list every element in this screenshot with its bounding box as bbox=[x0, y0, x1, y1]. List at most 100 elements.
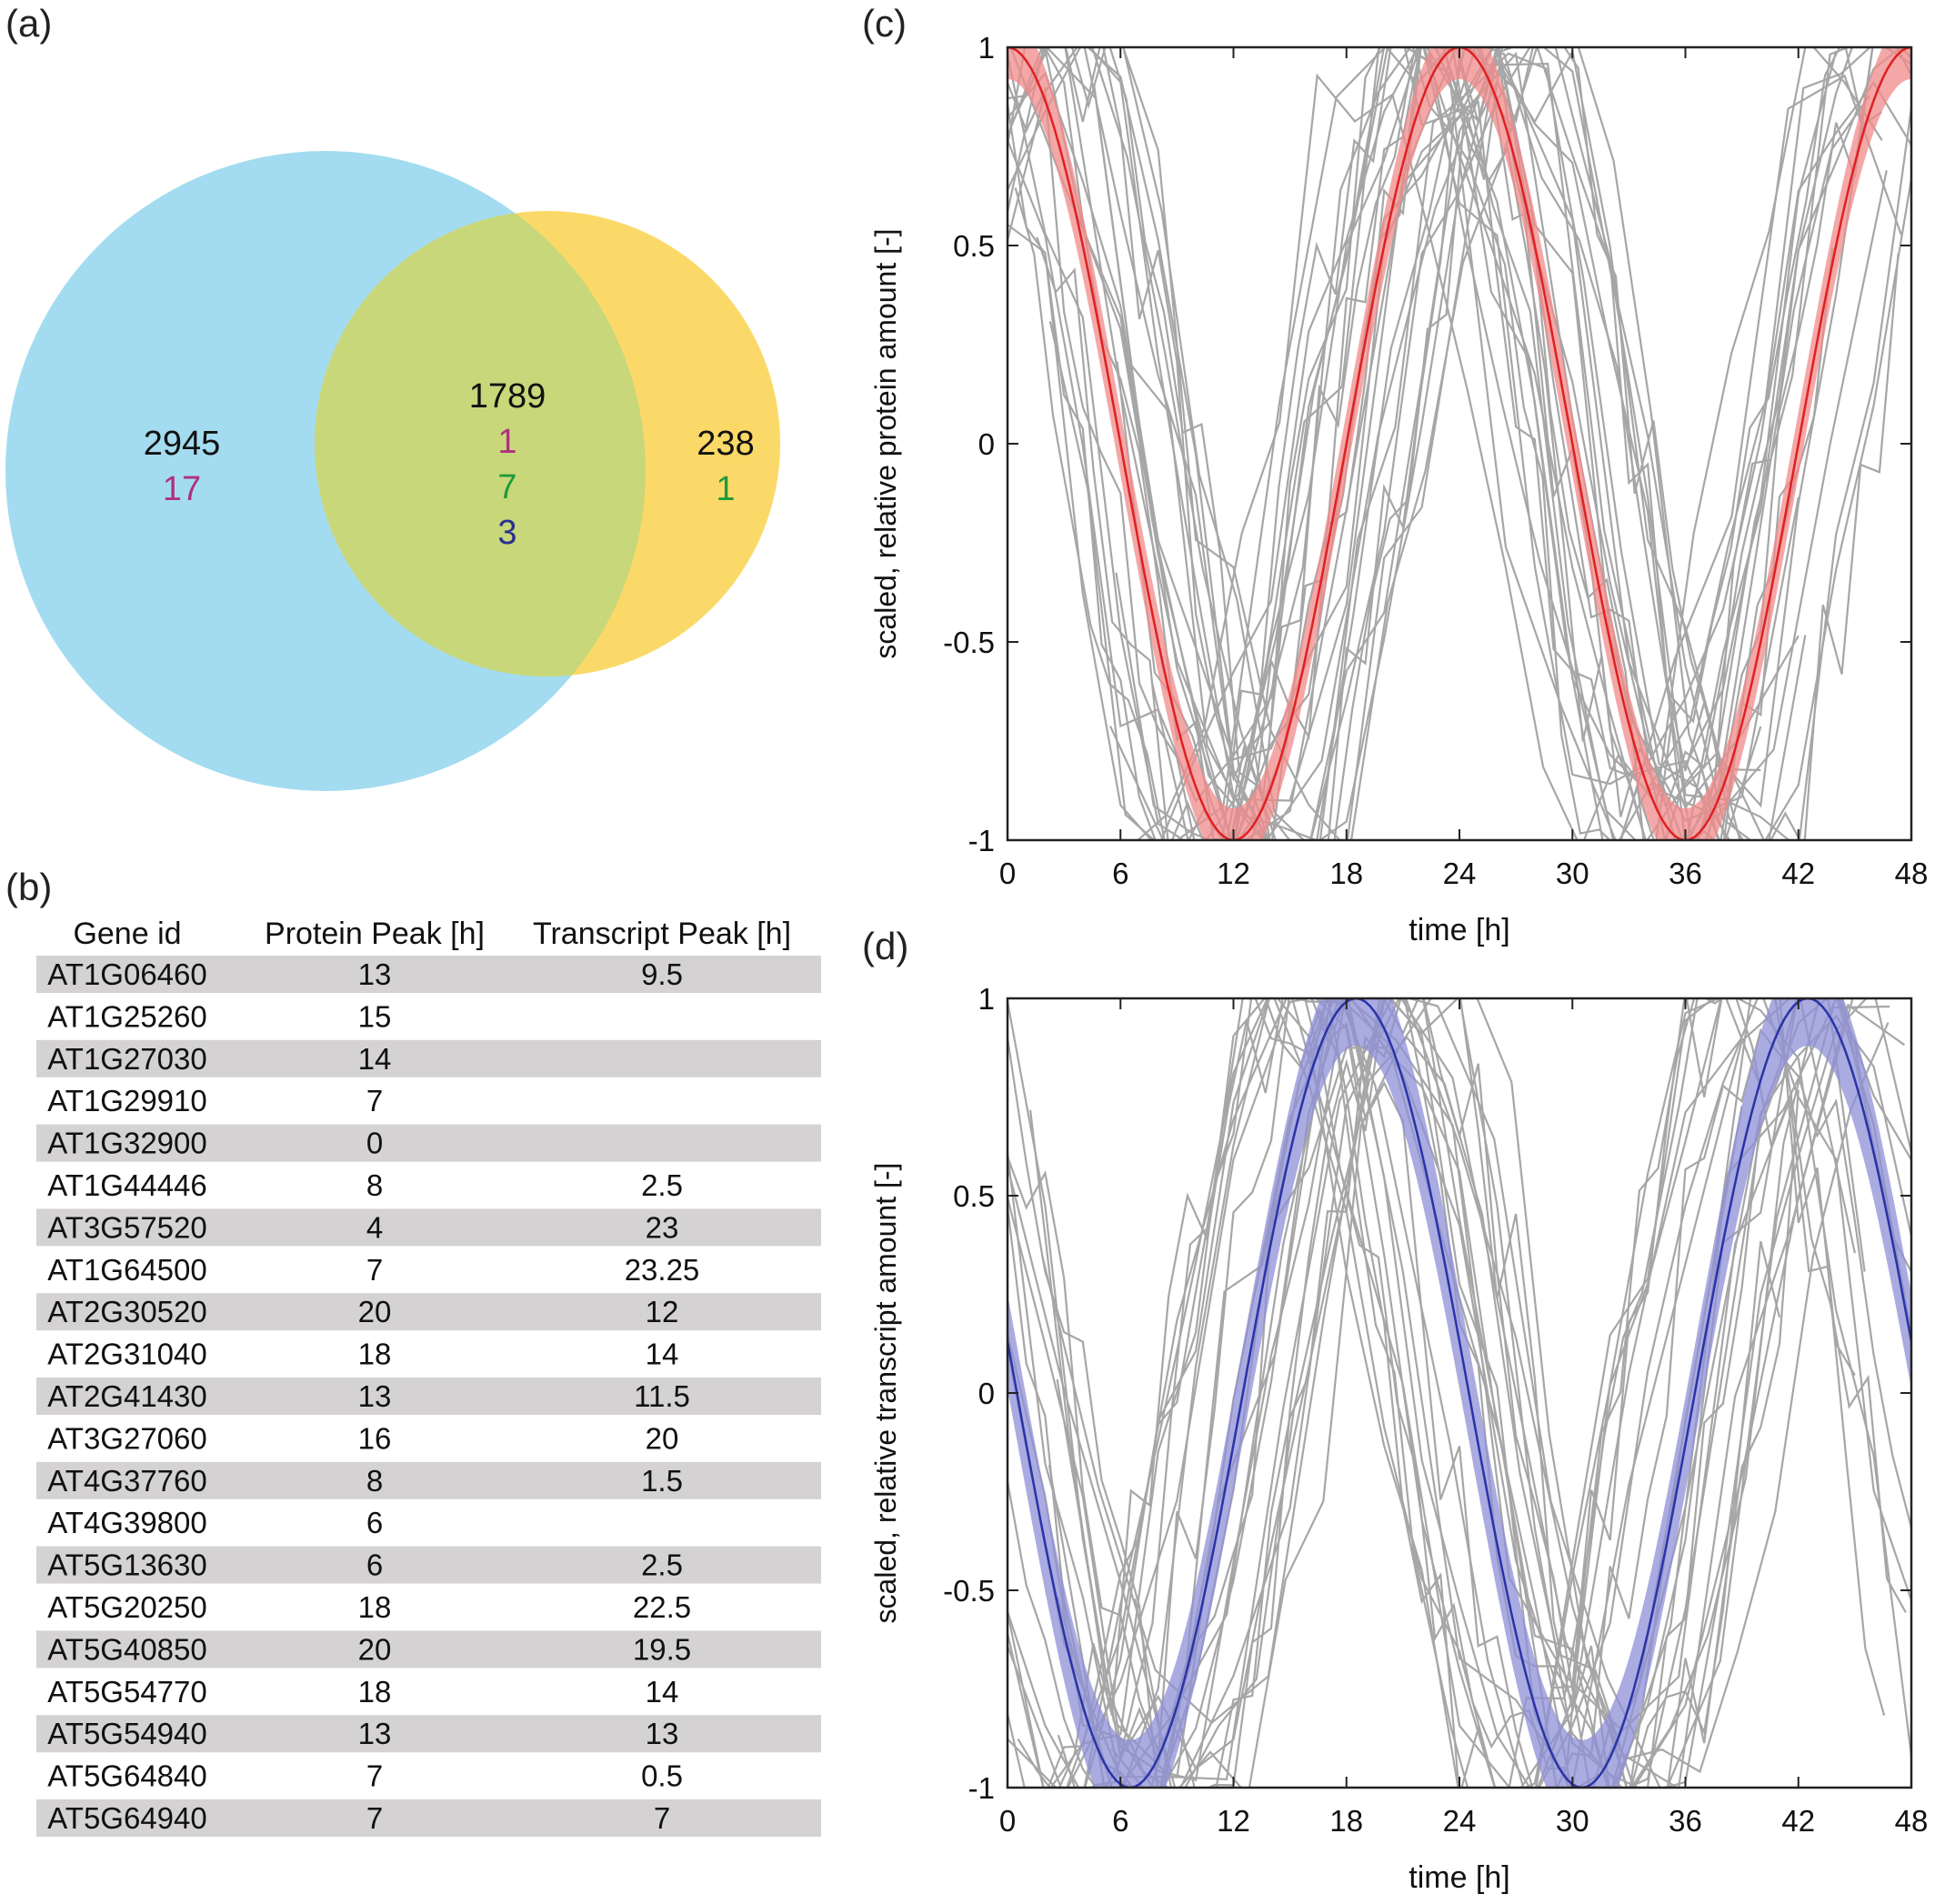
gray-trace bbox=[1017, 998, 1886, 1788]
gray-trace bbox=[1014, 47, 1882, 840]
table-cell: AT3G57520 bbox=[47, 1210, 207, 1244]
table-cell: AT1G32900 bbox=[47, 1127, 207, 1160]
table-cell: 20 bbox=[358, 1295, 392, 1328]
x-tick-label: 24 bbox=[1443, 857, 1477, 890]
table-cell: AT5G13630 bbox=[47, 1548, 207, 1582]
x-tick-label: 36 bbox=[1669, 1804, 1702, 1838]
table-cell: 2.5 bbox=[641, 1168, 683, 1202]
table-cell: 13 bbox=[646, 1717, 679, 1750]
chart-transcript: 0 6 12 18 24 30 36 42 48 -1 -0.5 0 0.5 1 time [h] scale… bbox=[869, 982, 1928, 1895]
gray-trace bbox=[1008, 47, 1911, 840]
table-cell: AT3G27060 bbox=[47, 1421, 207, 1455]
table-cell: 4 bbox=[366, 1210, 383, 1244]
table-cell: 7 bbox=[366, 1253, 383, 1287]
gray-trace bbox=[1008, 998, 1911, 1788]
table-cell: 14 bbox=[646, 1675, 679, 1709]
table-row-shade bbox=[36, 1039, 821, 1077]
table-row-shade bbox=[36, 956, 821, 993]
table-row-shade bbox=[36, 1715, 821, 1753]
table-cell: 23.25 bbox=[625, 1253, 700, 1287]
gray-trace bbox=[1008, 998, 1911, 1788]
gray-trace bbox=[1008, 47, 1741, 840]
table-cell: AT5G54770 bbox=[47, 1675, 207, 1709]
x-tick-label: 30 bbox=[1556, 857, 1589, 890]
table-cell: 20 bbox=[646, 1421, 679, 1455]
gray-trace bbox=[1008, 998, 1854, 1788]
gray-trace bbox=[1008, 47, 1761, 840]
gray-trace bbox=[1083, 998, 1762, 1788]
gray-trace bbox=[1109, 47, 1902, 840]
y-tick-label: 1 bbox=[978, 31, 995, 65]
table-cell: 6 bbox=[366, 1548, 383, 1582]
gray-trace bbox=[1008, 998, 1800, 1788]
table-header-2: Transcript Peak [h] bbox=[533, 917, 791, 951]
gray-trace bbox=[1032, 47, 1911, 840]
table-cell: AT1G27030 bbox=[47, 1042, 207, 1076]
gray-trace bbox=[1008, 998, 1743, 1788]
table-cell: 16 bbox=[358, 1421, 392, 1455]
table-header-1: Protein Peak [h] bbox=[265, 917, 485, 951]
gray-trace bbox=[1008, 47, 1911, 840]
y-axis-label: scaled, relative protein amount [-] bbox=[869, 228, 902, 658]
x-tick-label: 0 bbox=[999, 1804, 1016, 1838]
venn-overlap bbox=[315, 211, 646, 676]
table-row-shade bbox=[36, 1124, 821, 1162]
table-cell: 15 bbox=[358, 999, 392, 1033]
x-tick-label: 18 bbox=[1329, 857, 1363, 890]
table-cell: 13 bbox=[358, 1379, 392, 1413]
gray-trace bbox=[1070, 47, 1900, 840]
table-row-shade bbox=[36, 1461, 821, 1499]
x-tick-label: 0 bbox=[999, 857, 1016, 890]
table-cell: AT4G37760 bbox=[47, 1464, 207, 1498]
table-cell: 18 bbox=[358, 1675, 392, 1709]
venn-both-sub-green: 7 bbox=[497, 468, 516, 506]
venn-left-sub-magenta: 17 bbox=[163, 470, 201, 508]
gray-trace bbox=[1093, 52, 1731, 840]
table-cell: 13 bbox=[358, 1717, 392, 1750]
table-cell: AT2G31040 bbox=[47, 1338, 207, 1371]
gray-trace bbox=[1136, 47, 1883, 840]
venn-right-sub-green: 1 bbox=[716, 470, 735, 508]
fit-curve bbox=[1008, 998, 1911, 1788]
y-tick-label: -1 bbox=[968, 1771, 995, 1805]
y-tick-label: 0.5 bbox=[953, 229, 995, 263]
table-row-shade bbox=[36, 1208, 821, 1247]
gray-trace bbox=[1008, 47, 1903, 840]
gray-trace bbox=[1115, 47, 1870, 840]
table-cell: AT5G40850 bbox=[47, 1632, 207, 1666]
x-tick-label: 12 bbox=[1217, 857, 1250, 890]
table-cell: 9.5 bbox=[641, 957, 683, 991]
x-tick-label: 42 bbox=[1781, 857, 1815, 890]
x-tick-label: 42 bbox=[1781, 1804, 1815, 1838]
chart-protein: 0 6 12 18 24 30 36 42 48 -1 -0.5 0 0.5 1 time [h] scale… bbox=[869, 31, 1928, 947]
gray-trace bbox=[1134, 998, 1890, 1788]
table-row-shade bbox=[36, 1378, 821, 1415]
y-tick-label: 0 bbox=[978, 427, 995, 461]
table-cell: 0.5 bbox=[641, 1759, 683, 1793]
table-cell: AT1G06460 bbox=[47, 957, 207, 991]
table-cell: 8 bbox=[366, 1168, 383, 1202]
y-tick-label: -0.5 bbox=[943, 1574, 995, 1608]
gray-trace bbox=[1008, 47, 1800, 840]
table-cell: AT5G54940 bbox=[47, 1717, 207, 1750]
panel-label-d: (d) bbox=[862, 925, 908, 967]
gray-trace bbox=[1008, 998, 1856, 1788]
gray-trace bbox=[1048, 47, 1872, 840]
gray-trace bbox=[1008, 47, 1752, 840]
venn-both-sub-navy: 3 bbox=[497, 514, 516, 552]
table-cell: 14 bbox=[646, 1338, 679, 1371]
gray-trace bbox=[1056, 998, 1906, 1788]
x-tick-label: 18 bbox=[1329, 1804, 1363, 1838]
table-cell: 0 bbox=[366, 1127, 383, 1160]
gray-trace bbox=[1151, 47, 1851, 840]
table-cell: AT2G30520 bbox=[47, 1295, 207, 1328]
table-cell: 1.5 bbox=[641, 1464, 683, 1498]
table-cell: 7 bbox=[366, 1084, 383, 1117]
y-tick-label: 1 bbox=[978, 982, 995, 1016]
panel-label-a: (a) bbox=[5, 2, 52, 45]
table-cell: 20 bbox=[358, 1632, 392, 1666]
table-cell: 8 bbox=[366, 1464, 383, 1498]
gray-trace bbox=[1116, 47, 1834, 840]
gray-trace bbox=[1008, 47, 1911, 840]
gray-trace bbox=[1008, 998, 1911, 1788]
